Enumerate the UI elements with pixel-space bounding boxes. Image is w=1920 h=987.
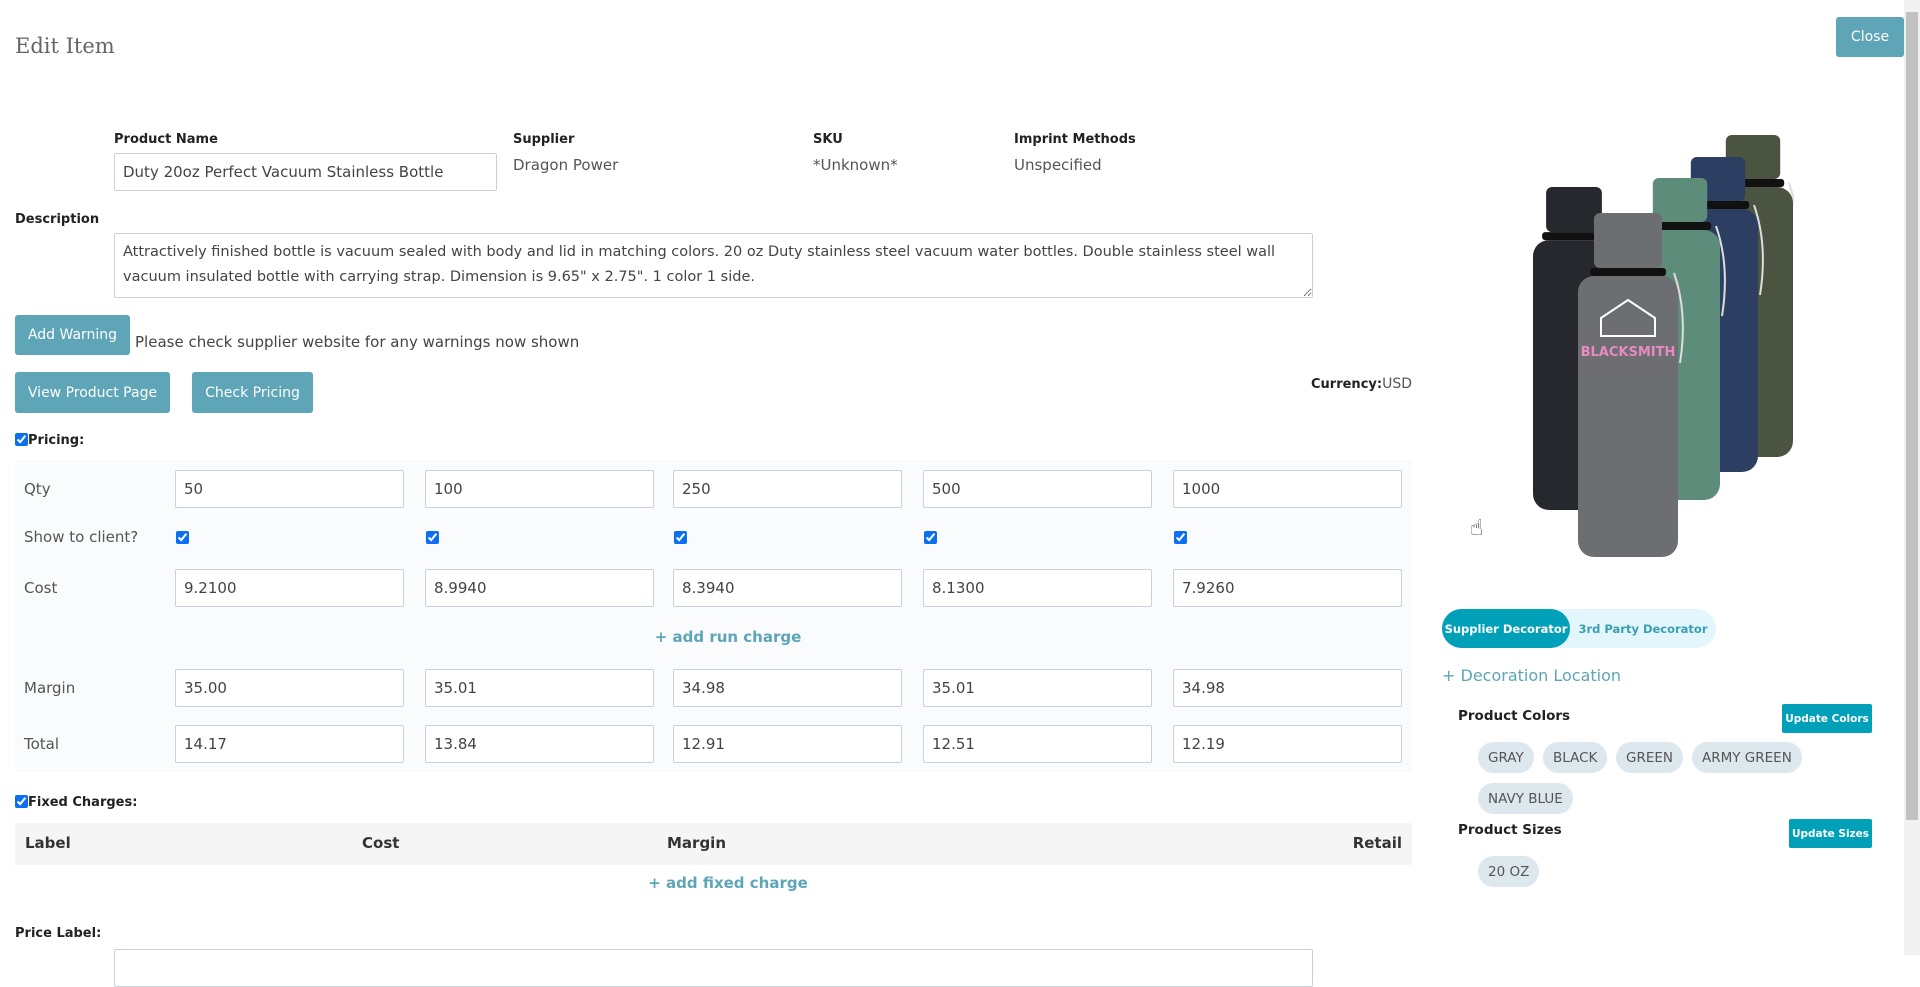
show-to-client-checkbox[interactable] (924, 531, 937, 544)
price-label-label: Price Label: (15, 926, 102, 941)
decorator-toggle: Supplier Decorator 3rd Party Decorator (1442, 609, 1716, 648)
check-pricing-button[interactable]: Check Pricing (192, 372, 313, 413)
total-input[interactable]: 12.91 (673, 725, 902, 763)
show-to-client-checkbox[interactable] (1174, 531, 1187, 544)
color-chip: GREEN (1616, 742, 1683, 773)
bottle-band (1542, 232, 1606, 241)
page-title: Edit Item (15, 34, 115, 58)
bottle-cap (1594, 213, 1662, 268)
fixed-charges-checkbox[interactable] (15, 795, 28, 808)
bottle-strap (1715, 225, 1726, 317)
product-image: BLACKSMITH (1533, 135, 1794, 557)
show-to-client-label: Show to client? (24, 528, 139, 546)
qty-input[interactable]: 100 (425, 470, 654, 508)
total-input[interactable]: 12.51 (923, 725, 1152, 763)
add-fixed-charge-link[interactable]: + add fixed charge (648, 874, 808, 892)
column-cost: Cost (362, 834, 400, 852)
pricing-panel (15, 460, 1412, 772)
margin-input[interactable]: 35.01 (923, 669, 1152, 707)
pricing-label: Pricing: (28, 433, 85, 448)
cost-input[interactable]: 7.9260 (1173, 569, 1402, 607)
description-label: Description (15, 212, 100, 227)
qty-input[interactable]: 250 (673, 470, 902, 508)
hand-cursor-icon: ☝ (1470, 516, 1484, 541)
fixed-charges-table-header: Label Cost Margin Retail (15, 823, 1412, 865)
show-to-client-checkbox[interactable] (176, 531, 189, 544)
column-label: Label (25, 834, 71, 852)
currency-label: Currency: (1311, 377, 1383, 392)
column-retail: Retail (1352, 834, 1402, 852)
description-textarea[interactable]: Attractively finished bottle is vacuum s… (114, 233, 1313, 298)
margin-input[interactable]: 35.01 (425, 669, 654, 707)
product-name-input[interactable] (114, 153, 497, 191)
cost-input[interactable]: 8.9940 (425, 569, 654, 607)
pricing-checkbox[interactable] (15, 433, 28, 446)
product-sizes-label: Product Sizes (1458, 822, 1562, 838)
tab-3rd-party-decorator[interactable]: 3rd Party Decorator (1578, 621, 1708, 636)
total-input[interactable]: 14.17 (175, 725, 404, 763)
margin-input[interactable]: 34.98 (1173, 669, 1402, 707)
column-margin: Margin (667, 834, 727, 852)
currency: Currency:USD (1311, 376, 1412, 392)
margin-label: Margin (24, 679, 76, 697)
margin-input[interactable]: 34.98 (673, 669, 902, 707)
fixed-charges-label: Fixed Charges: (28, 795, 138, 810)
add-decoration-location-link[interactable]: + Decoration Location (1442, 666, 1622, 685)
color-chip: GRAY (1478, 742, 1534, 773)
bottle-band (1648, 222, 1712, 230)
cost-input[interactable]: 8.1300 (923, 569, 1152, 607)
add-warning-button[interactable]: Add Warning (15, 315, 130, 355)
bottle-strap (1673, 272, 1684, 364)
size-chip: 20 OZ (1478, 856, 1540, 887)
logo-emblem (1600, 298, 1656, 337)
supplier-label: Supplier (513, 132, 575, 147)
show-to-client-checkbox[interactable] (426, 531, 439, 544)
cost-input[interactable]: 8.3940 (673, 569, 902, 607)
view-product-page-button[interactable]: View Product Page (15, 372, 170, 413)
color-chip: ARMY GREEN (1692, 742, 1802, 773)
qty-input[interactable]: 1000 (1173, 470, 1402, 508)
color-chip: BLACK (1543, 742, 1608, 773)
bottle-strap (1788, 182, 1794, 206)
cost-label: Cost (24, 579, 58, 597)
currency-value: USD (1382, 376, 1412, 392)
product-colors-label: Product Colors (1458, 708, 1571, 724)
add-run-charge-link[interactable]: + add run charge (654, 628, 802, 646)
total-label: Total (24, 735, 60, 753)
cost-input[interactable]: 9.2100 (175, 569, 404, 607)
bottle-cap (1652, 178, 1708, 222)
sku-label: SKU (813, 132, 843, 147)
imprint-methods-value: Unspecified (1014, 156, 1102, 174)
show-to-client-checkbox[interactable] (674, 531, 687, 544)
qty-label: Qty (24, 480, 51, 498)
margin-input[interactable]: 35.00 (175, 669, 404, 707)
bottle-band (1590, 268, 1666, 276)
imprint-methods-label: Imprint Methods (1014, 132, 1136, 147)
product-name-label: Product Name (114, 132, 218, 147)
tab-supplier-decorator[interactable]: Supplier Decorator (1442, 609, 1570, 648)
bottle-cap (1546, 187, 1602, 233)
sku-value: *Unknown* (813, 156, 898, 174)
warning-note: Please check supplier website for any wa… (135, 333, 580, 351)
update-sizes-button[interactable]: Update Sizes (1789, 819, 1872, 848)
bottle-body (1578, 276, 1678, 557)
color-chip: NAVY BLUE (1478, 783, 1573, 814)
qty-input[interactable]: 500 (923, 470, 1152, 508)
bottle-strap (1753, 204, 1764, 296)
scrollbar-thumb[interactable] (1906, 12, 1918, 820)
qty-input[interactable]: 50 (175, 470, 404, 508)
logo-text: BLACKSMITH (1581, 345, 1676, 360)
total-input[interactable]: 12.19 (1173, 725, 1402, 763)
close-button[interactable]: Close (1836, 17, 1904, 57)
supplier-value: Dragon Power (513, 156, 619, 174)
total-input[interactable]: 13.84 (425, 725, 654, 763)
update-colors-button[interactable]: Update Colors (1782, 704, 1872, 733)
